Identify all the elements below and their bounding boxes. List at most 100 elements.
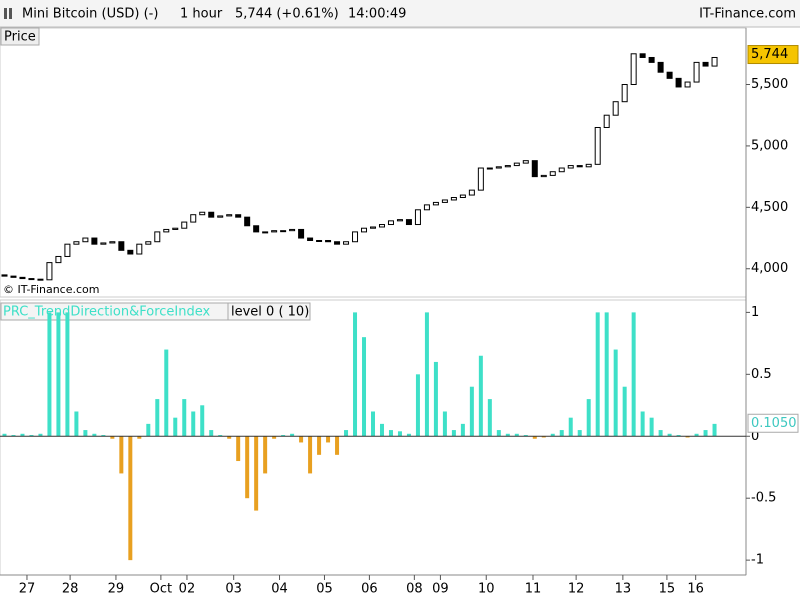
candle — [19, 276, 26, 280]
histogram-bar — [263, 436, 268, 474]
histogram-bar — [586, 399, 591, 437]
histogram-bar — [155, 399, 160, 437]
candle — [127, 249, 134, 255]
histogram-bar — [379, 423, 384, 437]
histogram-bar — [11, 435, 16, 437]
candle — [612, 101, 619, 116]
y-tick-label: 5,500 — [751, 77, 788, 92]
histogram-bar — [146, 423, 151, 437]
candle — [208, 211, 215, 218]
histogram-bar — [505, 433, 510, 437]
histogram-bar — [2, 433, 7, 437]
candle — [468, 189, 475, 196]
y-tick-label: 1 — [751, 305, 759, 320]
candle — [82, 237, 89, 243]
y-tick-label: 5,000 — [751, 138, 788, 153]
candle — [289, 228, 296, 232]
histogram-bar — [550, 433, 555, 437]
histogram-bar — [640, 411, 645, 437]
candle — [423, 204, 430, 211]
x-tick-label: 02 — [179, 582, 196, 597]
indicator-subtitle: level 0 ( 10) — [231, 305, 309, 320]
histogram-bar — [658, 430, 663, 437]
candle — [91, 237, 98, 245]
histogram-bar — [326, 436, 331, 443]
candle — [675, 77, 682, 88]
candle — [576, 165, 583, 168]
candle — [343, 241, 350, 245]
histogram-bar — [559, 430, 564, 437]
histogram-bar — [406, 433, 411, 437]
histogram-bar — [245, 436, 250, 499]
histogram-bar — [362, 337, 367, 437]
candle — [172, 227, 179, 230]
histogram-bar — [631, 312, 636, 437]
candle — [307, 237, 314, 241]
histogram-bar — [685, 436, 690, 438]
candle — [603, 114, 610, 128]
last-value-box — [747, 413, 799, 433]
timeframe: 1 hour — [180, 7, 223, 22]
candle — [558, 167, 565, 173]
candle — [136, 243, 143, 255]
y-tick-label: -0.5 — [751, 491, 776, 506]
candle — [621, 84, 628, 103]
x-tick-label: 29 — [108, 582, 125, 597]
candle — [316, 239, 323, 242]
candle — [46, 262, 53, 281]
histogram-bar — [74, 411, 79, 437]
x-tick-label: 04 — [271, 582, 288, 597]
histogram-bar — [514, 433, 519, 437]
histogram-bar — [290, 433, 295, 437]
last-value-label: 5,744 — [751, 47, 788, 62]
candle — [118, 241, 125, 251]
candle — [432, 201, 439, 206]
candle — [495, 166, 502, 169]
histogram-bar — [218, 435, 223, 437]
menu-icon[interactable] — [9, 8, 12, 19]
y-tick-label: 4,500 — [751, 200, 788, 215]
candle — [370, 226, 376, 229]
histogram-bar — [20, 433, 25, 437]
candle — [450, 197, 457, 201]
histogram-bar — [568, 417, 573, 437]
histogram-bar — [182, 399, 187, 437]
x-tick-label: 10 — [478, 582, 495, 597]
histogram-bar — [227, 436, 232, 439]
candle — [262, 231, 269, 234]
candle — [711, 56, 718, 67]
candle — [531, 160, 538, 178]
histogram-bar — [110, 436, 115, 439]
histogram-bar — [712, 423, 717, 437]
candle — [64, 243, 71, 257]
candle — [28, 278, 35, 281]
candle — [280, 230, 287, 233]
candle — [504, 165, 511, 168]
histogram-bar — [317, 436, 322, 455]
histogram-bar — [308, 436, 313, 474]
candle — [361, 227, 368, 233]
histogram-bar — [577, 430, 582, 437]
x-tick-label: 12 — [568, 582, 585, 597]
time: 14:00:49 — [348, 7, 406, 22]
histogram-bar — [128, 436, 133, 561]
histogram-bar — [676, 435, 681, 437]
candle — [244, 216, 251, 227]
histogram-bar — [353, 312, 358, 437]
candle — [235, 214, 242, 218]
x-tick-label: 09 — [432, 582, 449, 597]
menu-icon[interactable] — [4, 8, 7, 19]
histogram-bar — [433, 361, 438, 437]
candle — [378, 224, 385, 228]
histogram-bar — [29, 435, 34, 437]
candle — [226, 214, 233, 217]
histogram-bar — [460, 423, 465, 437]
y-tick-label: -1 — [751, 553, 764, 568]
x-tick-label: 13 — [615, 582, 632, 597]
candle — [567, 165, 574, 169]
histogram-bar — [65, 312, 70, 437]
candle — [181, 221, 188, 229]
y-tick-label: 0.5 — [751, 367, 772, 382]
x-tick-label: 08 — [406, 582, 423, 597]
candle — [477, 167, 484, 191]
